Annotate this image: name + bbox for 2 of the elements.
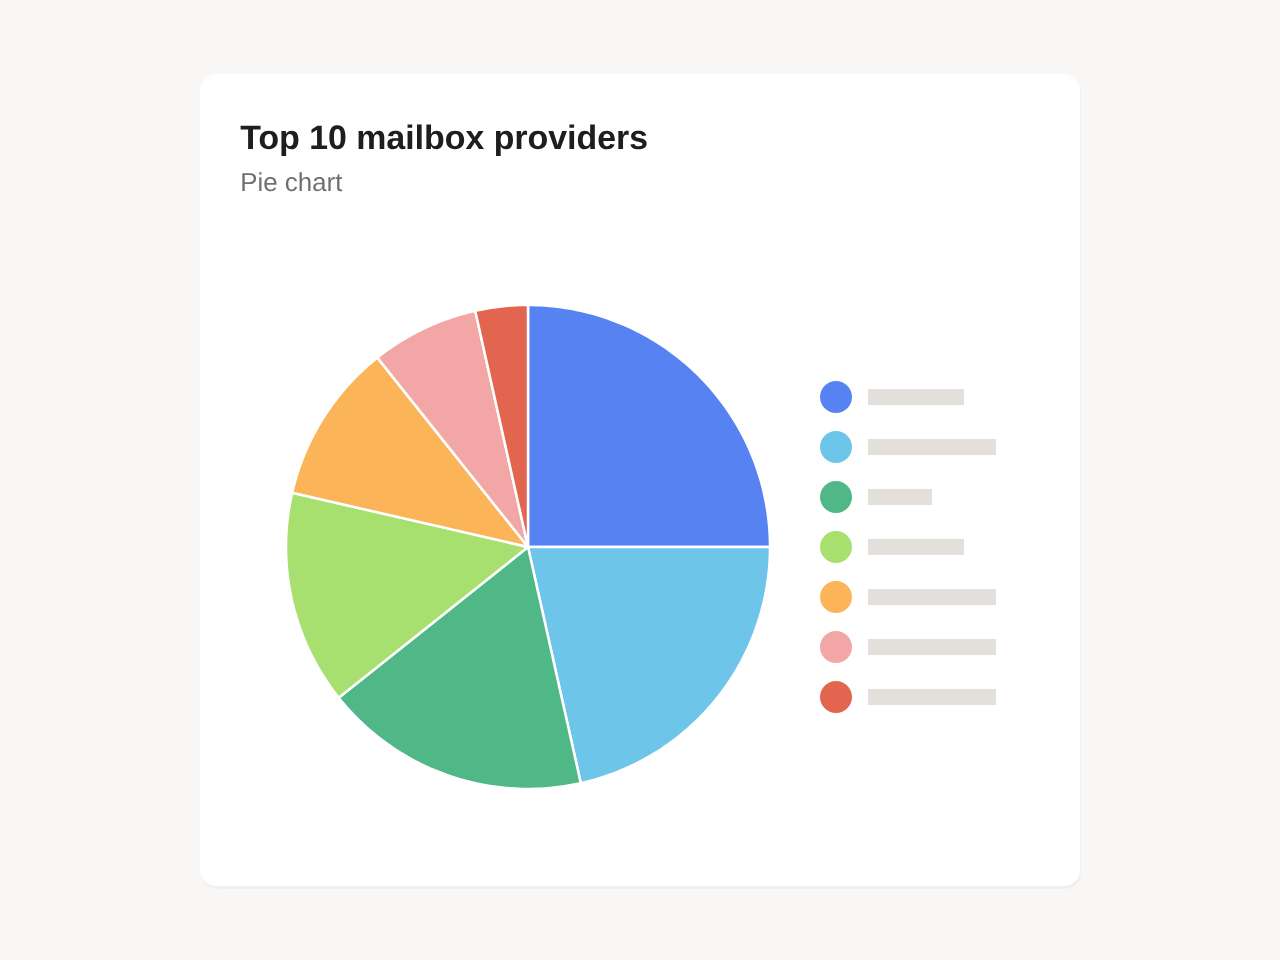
chart-title: Top 10 mailbox providers xyxy=(240,124,647,157)
chart-subtitle: Pie chart xyxy=(242,172,343,192)
